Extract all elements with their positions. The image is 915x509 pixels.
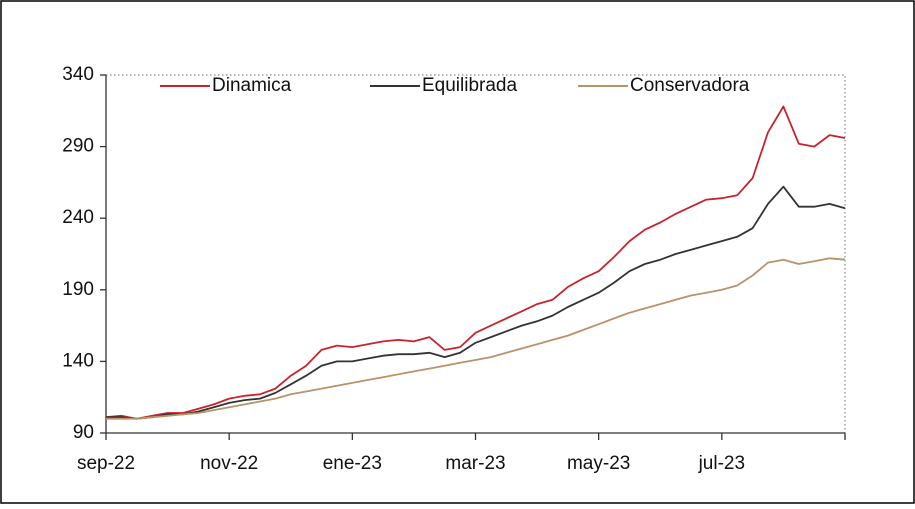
x-tick-label: jul-23 bbox=[698, 453, 745, 474]
legend-label: Equilibrada bbox=[422, 75, 517, 96]
x-tick-label: mar-23 bbox=[445, 453, 505, 474]
y-tick-label: 240 bbox=[62, 207, 94, 228]
x-tick-label: ene-23 bbox=[323, 453, 382, 474]
x-tick-label: sep-22 bbox=[77, 453, 135, 474]
y-tick-label: 290 bbox=[62, 136, 94, 157]
y-tick-label: 340 bbox=[62, 64, 94, 85]
series-line bbox=[105, 105, 846, 420]
y-tick-label: 90 bbox=[73, 422, 94, 443]
series-line bbox=[106, 185, 846, 420]
legend-label: Conservadora bbox=[630, 75, 750, 96]
x-tick-label: nov-22 bbox=[200, 453, 258, 474]
legend-label: Dinamica bbox=[212, 75, 292, 96]
y-tick-label: 190 bbox=[62, 279, 94, 300]
series-line bbox=[106, 257, 846, 420]
x-tick-label: may-23 bbox=[567, 453, 630, 474]
y-tick-label: 140 bbox=[62, 350, 94, 371]
